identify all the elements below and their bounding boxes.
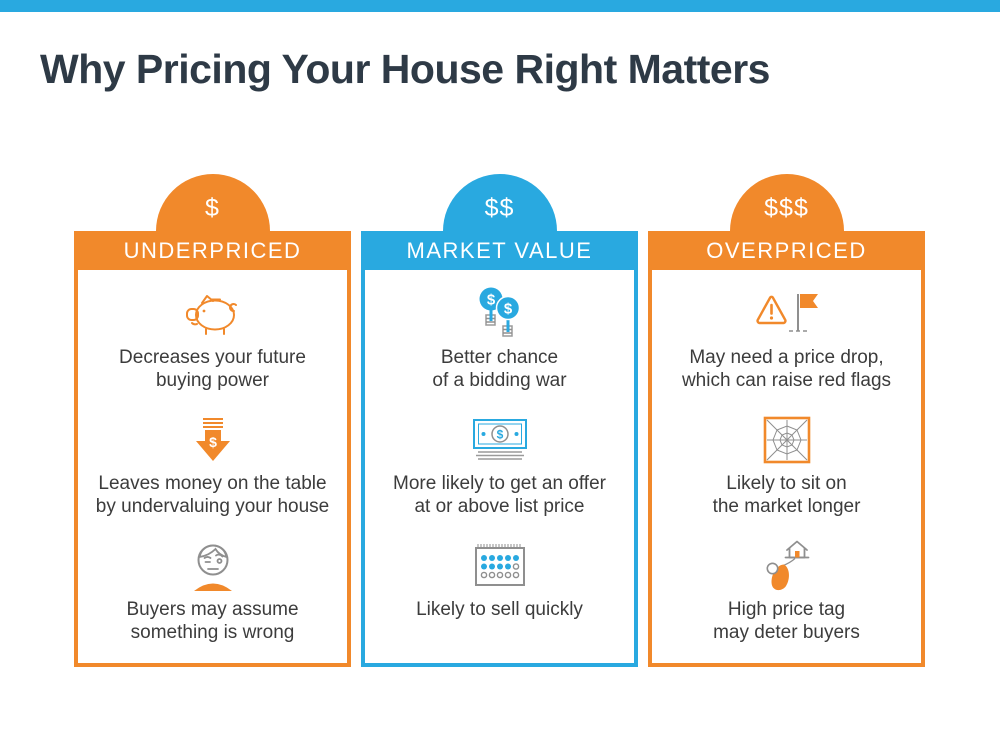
item-text: Likely to sit on the market longer <box>712 473 861 517</box>
list-item: Buyers may assume something is wrong <box>78 534 347 660</box>
bidding-paddles-icon: $ $ <box>471 282 529 346</box>
list-item: $ Leaves money on the table by undervalu… <box>78 408 347 534</box>
list-item: Likely to sit on the market longer <box>652 408 921 534</box>
warning-flag-icon <box>754 282 820 346</box>
column-header-label: MARKET VALUE <box>406 237 593 263</box>
item-text: More likely to get an offer at or above … <box>393 473 606 517</box>
price-tier-symbol: $ <box>205 194 220 222</box>
price-tier-badge: $$$ <box>729 174 844 231</box>
column-body: Decreases your future buying power $ <box>74 270 351 667</box>
calendar-icon <box>471 534 529 598</box>
money-down-arrow-icon: $ <box>191 408 235 472</box>
column-body: May need a price drop, which can raise r… <box>648 270 925 667</box>
column-underpriced: $ UNDERPRICED <box>74 174 351 667</box>
item-text: Decreases your future buying power <box>119 347 306 391</box>
svg-text:$: $ <box>209 434 217 450</box>
svg-text:$: $ <box>486 292 495 309</box>
cobweb-icon <box>763 408 811 472</box>
list-item: $ $ Better chance of a bidding war <box>365 282 634 408</box>
price-tier-arch-row: $ <box>74 174 351 231</box>
column-header: MARKET VALUE <box>361 231 638 270</box>
item-text: May need a price drop, which can raise r… <box>681 347 892 391</box>
price-tier-symbol: $$$ <box>764 194 809 222</box>
list-item: $ More likely to get an offer at or abov… <box>365 408 634 534</box>
price-tag-house-icon <box>759 534 815 598</box>
column-header: UNDERPRICED <box>74 231 351 270</box>
list-item: Decreases your future buying power <box>78 282 347 408</box>
column-body: $ $ Better chance of a bidding war <box>361 270 638 667</box>
price-tier-arch-row: $$ <box>361 174 638 231</box>
column-market-value: $$ MARKET VALUE <box>361 174 638 667</box>
svg-text:$: $ <box>496 428 503 442</box>
list-item: May need a price drop, which can raise r… <box>652 282 921 408</box>
page-title: Why Pricing Your House Right Matters <box>40 46 770 92</box>
pricing-columns: $ UNDERPRICED <box>74 174 926 667</box>
top-accent-bar <box>0 0 1000 12</box>
column-header: OVERPRICED <box>648 231 925 270</box>
item-text: Likely to sell quickly <box>416 599 583 620</box>
item-text: High price tag may deter buyers <box>713 599 860 643</box>
item-text: Better chance of a bidding war <box>432 347 567 391</box>
skeptical-buyer-icon <box>187 534 239 598</box>
svg-text:$: $ <box>503 301 512 318</box>
column-header-label: OVERPRICED <box>706 237 867 263</box>
price-tier-symbol: $$ <box>484 194 515 222</box>
column-overpriced: $$$ OVERPRICED May nee <box>648 174 925 667</box>
item-text: Leaves money on the table by undervaluin… <box>95 473 330 517</box>
price-tier-badge: $ <box>155 174 270 231</box>
piggy-bank-icon <box>181 282 245 346</box>
list-item: Likely to sell quickly <box>365 534 634 660</box>
price-tier-badge: $$ <box>442 174 557 231</box>
dollar-bill-icon: $ <box>468 408 532 472</box>
column-header-label: UNDERPRICED <box>123 237 302 263</box>
list-item: High price tag may deter buyers <box>652 534 921 660</box>
price-tier-arch-row: $$$ <box>648 174 925 231</box>
item-text: Buyers may assume something is wrong <box>126 599 299 643</box>
